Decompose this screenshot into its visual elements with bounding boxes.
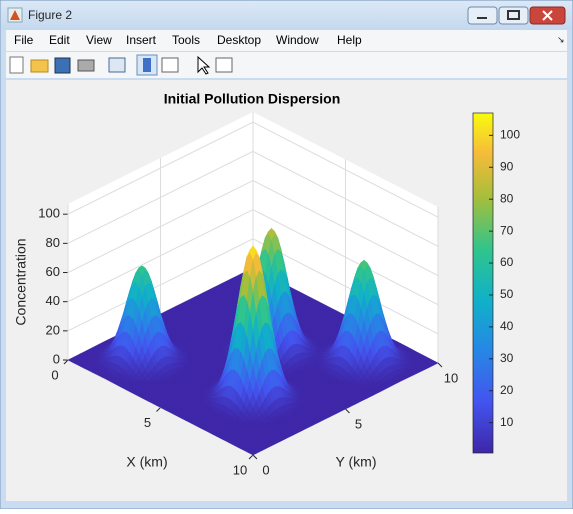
x-tick-label: 0 — [51, 367, 58, 382]
y-tick — [437, 362, 443, 368]
colorbar-tick-label: 10 — [500, 415, 514, 429]
z-tick-label: 40 — [46, 293, 60, 308]
pointer-icon[interactable] — [197, 55, 211, 75]
colorbar-tick-label: 40 — [500, 319, 514, 333]
menu-item[interactable]: Tools — [172, 33, 200, 47]
menu-item[interactable]: Insert — [126, 33, 157, 47]
colorbar-tick-label: 80 — [500, 191, 514, 205]
colorbar-tick-label: 70 — [500, 223, 514, 237]
y-axis-label: Y (km) — [336, 454, 377, 470]
menu-dock: ↘ — [557, 34, 565, 44]
colorbar-tick-label: 50 — [500, 287, 514, 301]
open-icon[interactable] — [30, 59, 49, 73]
y-tick-label: 5 — [355, 416, 362, 431]
colorbar-tick-label: 90 — [500, 159, 514, 173]
z-tick-label: 0 — [53, 351, 60, 366]
chart-title: Initial Pollution Dispersion — [164, 91, 341, 107]
menu-item[interactable]: View — [86, 33, 112, 47]
menu-bar — [6, 30, 567, 51]
window-title: Figure 2 — [28, 8, 72, 22]
y-tick-label: 0 — [262, 462, 269, 477]
x-tick — [248, 454, 254, 460]
colorbar-tick-label: 100 — [500, 128, 520, 142]
y-tick — [345, 408, 350, 414]
maximize-button[interactable] — [498, 6, 529, 25]
menu-item[interactable]: Edit — [49, 33, 70, 47]
print-icon[interactable] — [77, 59, 95, 72]
colorbar-icon — [143, 58, 151, 72]
toolbar — [6, 52, 567, 78]
x-tick — [63, 359, 69, 365]
app-icon-glyph — [10, 10, 20, 20]
property-icon[interactable] — [215, 57, 233, 73]
new-icon[interactable] — [9, 56, 24, 74]
surface — [67, 227, 439, 456]
toolbar-icons — [9, 54, 233, 76]
z-tick-label: 20 — [46, 322, 60, 337]
minimize-button[interactable] — [467, 6, 498, 25]
minimize-glyph — [477, 17, 487, 19]
z-tick-label: 100 — [38, 206, 60, 221]
save-icon[interactable] — [54, 57, 71, 74]
colorbar-tick-label: 20 — [500, 383, 514, 397]
z-tick-label: 80 — [46, 235, 60, 250]
x-axis-label: X (km) — [126, 454, 167, 470]
x-tick — [156, 407, 161, 412]
link-icon[interactable] — [108, 57, 126, 73]
menu-item[interactable]: Window — [276, 33, 319, 47]
x-tick-label: 5 — [144, 415, 151, 430]
menu-item[interactable]: File — [14, 33, 34, 47]
maximize-glyph — [507, 10, 520, 20]
z-axis-label: Concentration — [13, 238, 29, 325]
menu-item[interactable]: Help — [337, 33, 362, 47]
legend-icon[interactable] — [161, 57, 179, 73]
colorbar — [472, 112, 494, 454]
y-tick — [252, 454, 258, 460]
x-tick-label: 10 — [233, 462, 247, 477]
z-tick-label: 60 — [46, 264, 60, 279]
colorbar-tick-label: 30 — [500, 351, 514, 365]
close-glyph — [542, 10, 553, 21]
menu: File Edit View Insert Tools Desktop Window Help — [14, 33, 362, 47]
menu-item[interactable]: Desktop — [217, 33, 261, 47]
y-tick-label: 10 — [444, 370, 458, 385]
colorbar-tick-label: 60 — [500, 255, 514, 269]
